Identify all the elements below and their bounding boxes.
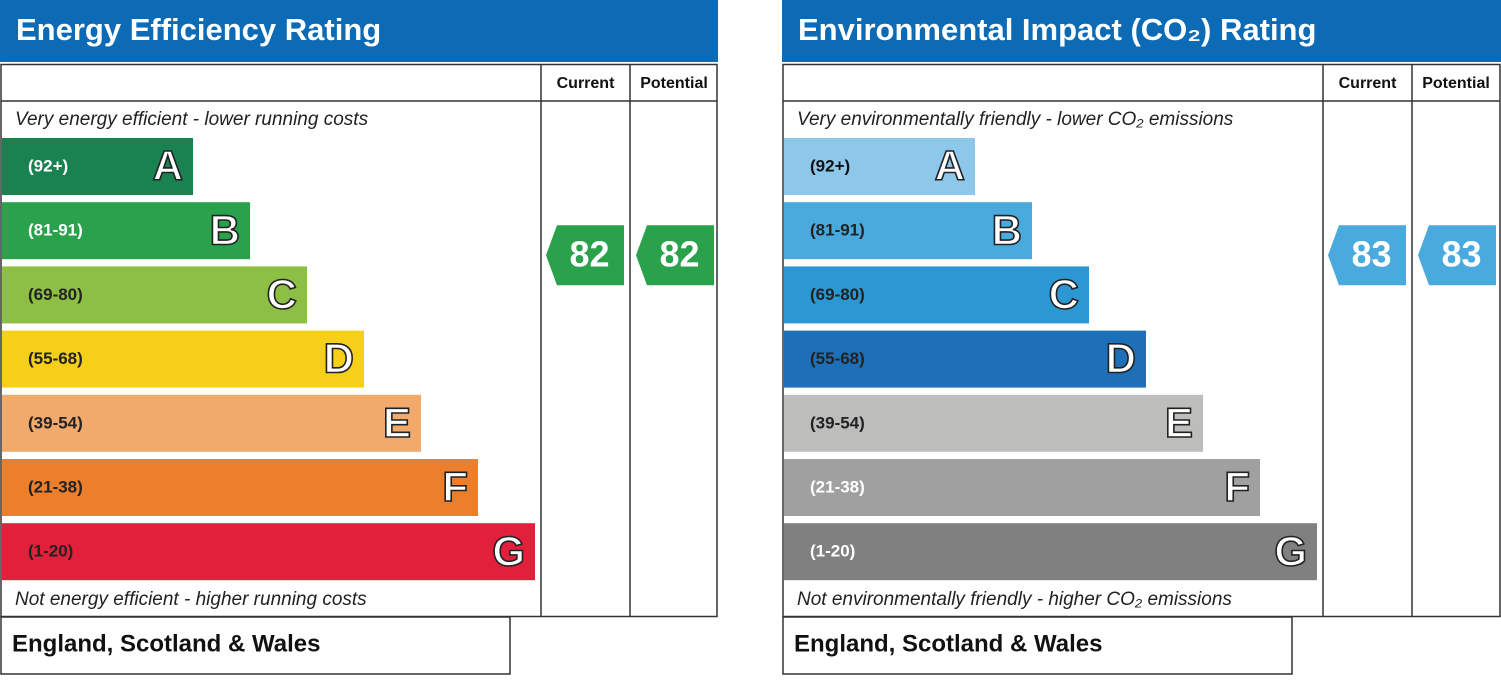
region-box — [0, 616, 511, 675]
band-range: (55-68) — [28, 349, 83, 368]
panel-title: Environmental Impact (CO₂) Rating — [798, 12, 1316, 47]
rating-band — [2, 266, 307, 324]
band-letter: G — [492, 527, 525, 574]
rating-band — [784, 459, 1260, 516]
column-header: Potential — [1422, 75, 1490, 92]
rating-band — [784, 330, 1146, 388]
band-range: (69-80) — [28, 285, 83, 304]
region-label: England, Scotland & Wales — [12, 630, 320, 657]
band-letter: B — [210, 206, 240, 253]
region-label: England, Scotland & Wales — [794, 630, 1102, 657]
rating-band — [784, 138, 975, 195]
rating-value: 83 — [1351, 234, 1391, 275]
band-letter: F — [1224, 463, 1250, 510]
band-range: (92+) — [28, 156, 68, 175]
rating-band — [2, 330, 364, 388]
column-header: Current — [557, 75, 615, 92]
band-range: (81-91) — [810, 221, 865, 240]
band-range: (1-20) — [810, 542, 855, 561]
band-range: (39-54) — [810, 413, 865, 432]
rating-value: 82 — [569, 234, 609, 275]
top-note: Very energy efficient - lower running co… — [15, 109, 369, 130]
rating-band — [2, 459, 478, 516]
band-range: (92+) — [810, 156, 850, 175]
rating-band — [784, 266, 1089, 324]
rating-band — [784, 202, 1032, 260]
band-letter: C — [267, 270, 297, 317]
rating-band — [784, 523, 1317, 581]
rating-band — [2, 202, 250, 260]
band-range: (21-38) — [810, 477, 865, 496]
band-letter: D — [324, 335, 354, 382]
band-letter: D — [1106, 335, 1136, 382]
rating-band — [2, 523, 535, 581]
bottom-note: Not energy efficient - higher running co… — [15, 589, 367, 610]
band-range: (55-68) — [810, 349, 865, 368]
rating-band — [784, 394, 1203, 452]
band-letter: E — [1165, 399, 1193, 446]
band-letter: C — [1049, 270, 1079, 317]
rating-arrow — [546, 225, 624, 286]
band-letter: B — [992, 206, 1022, 253]
title-bar — [782, 0, 1501, 62]
rating-arrow — [636, 225, 714, 286]
column-header: Current — [1339, 75, 1397, 92]
rating-band — [2, 394, 421, 452]
band-range: (21-38) — [28, 477, 83, 496]
region-box — [782, 616, 1293, 675]
rating-arrow — [1418, 225, 1496, 286]
band-letter: F — [442, 463, 468, 510]
bottom-note: Not environmentally friendly - higher CO… — [797, 589, 1232, 610]
band-range: (1-20) — [28, 542, 73, 561]
rating-band — [2, 138, 193, 195]
column-header: Potential — [640, 75, 708, 92]
rating-value: 83 — [1441, 234, 1481, 275]
band-letter: A — [153, 142, 183, 189]
rating-value: 82 — [659, 234, 699, 275]
band-range: (81-91) — [28, 221, 83, 240]
band-range: (39-54) — [28, 413, 83, 432]
panel-title: Energy Efficiency Rating — [16, 12, 381, 47]
band-letter: E — [383, 399, 411, 446]
title-bar — [0, 0, 718, 62]
band-range: (69-80) — [810, 285, 865, 304]
band-letter: G — [1274, 527, 1307, 574]
band-letter: A — [935, 142, 965, 189]
rating-arrow — [1328, 225, 1406, 286]
top-note: Very environmentally friendly - lower CO… — [797, 109, 1234, 130]
